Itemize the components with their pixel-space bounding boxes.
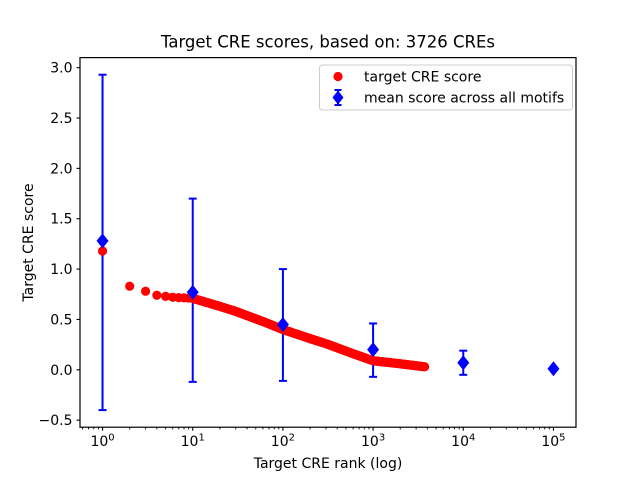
y-tick-label: 3.0: [50, 61, 72, 77]
legend-marker-circle: [333, 71, 343, 82]
red-point: [97, 246, 108, 256]
legend-label-target-score: target CRE score: [364, 70, 481, 86]
legend-box: [319, 64, 573, 111]
y-tick-label: 1.5: [50, 212, 72, 228]
legend: target CRE score mean score across all m…: [319, 64, 573, 111]
red-point: [125, 281, 135, 291]
mean-score-diamond: [96, 233, 109, 249]
mean-score-diamond: [547, 361, 560, 377]
y-tick-label: 0.5: [50, 312, 72, 328]
plot-area: [79, 56, 577, 428]
x-axis-ticks: 100 101 102 103 104 105: [82, 427, 566, 451]
chart-title: Target CRE scores, based on: 3726 CREs: [160, 33, 495, 52]
mean-score-diamond: [276, 316, 289, 332]
y-tick-label: 2.0: [50, 161, 72, 177]
legend-marker-diamond-errorbar: [332, 89, 344, 106]
y-tick-label: −0.5: [39, 413, 73, 429]
mean-score-diamond: [457, 355, 470, 371]
mean-score-diamonds: [96, 233, 560, 377]
red-point: [420, 362, 430, 372]
legend-label-mean-score: mean score across all motifs: [364, 91, 564, 107]
y-tick-label: 2.5: [50, 111, 72, 127]
x-tick-label: 105: [541, 433, 565, 451]
y-axis-label: Target CRE score: [21, 183, 37, 302]
y-tick-label: 0.0: [50, 363, 72, 379]
red-point: [140, 286, 151, 296]
mean-score-diamond: [186, 284, 199, 300]
mean-score-diamond: [367, 342, 380, 358]
red-point: [152, 290, 162, 300]
x-tick-label: 103: [361, 433, 385, 451]
red-point: [160, 291, 171, 301]
x-tick-label: 100: [90, 433, 114, 451]
x-axis-label: Target CRE rank (log): [253, 456, 403, 472]
x-tick-label: 104: [451, 433, 475, 451]
y-axis-ticks: −0.5 0.0 0.5 1.0 1.5 2.0 2.5 3.0: [39, 61, 80, 429]
x-tick-label: 102: [271, 433, 295, 451]
x-tick-label: 101: [181, 433, 205, 451]
y-tick-label: 1.0: [50, 262, 72, 278]
